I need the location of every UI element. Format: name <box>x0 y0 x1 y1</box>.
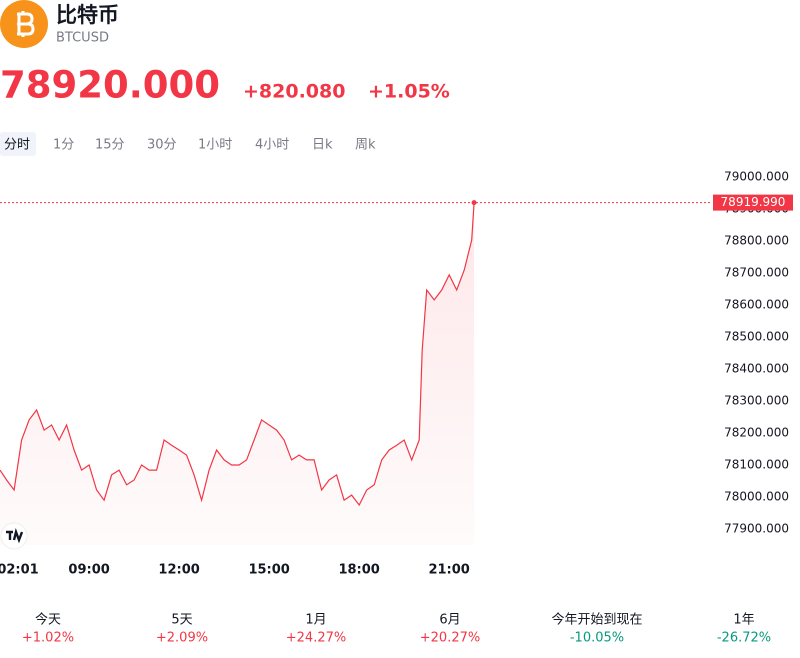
x-tick-label: 12:00 <box>158 563 199 578</box>
y-tick-label: 78700.000 <box>724 266 789 280</box>
y-tick-label: 78800.000 <box>724 234 789 248</box>
y-tick-label: 77900.000 <box>724 522 789 536</box>
period-label[interactable]: 今天 <box>35 612 61 628</box>
x-tick-label: 18:00 <box>338 563 379 578</box>
tab[interactable]: 1分 <box>53 138 74 153</box>
x-tick-label: 02:01 <box>0 563 39 578</box>
tab[interactable]: 日k <box>312 138 333 153</box>
period-value: +24.27% <box>286 631 346 646</box>
periods: 今天 +1.02% 5天 +2.09% 1月 +24.27% 6月 +20.27% 今年开始到现… <box>22 612 771 646</box>
tab[interactable]: 分时 <box>4 138 30 153</box>
y-tick-label: 79000.000 <box>724 170 789 184</box>
period-label[interactable]: 1年 <box>733 613 754 628</box>
price-label-bg <box>713 194 793 211</box>
tab[interactable]: 30分 <box>147 138 177 153</box>
y-tick-label: 78300.000 <box>724 394 789 408</box>
period-label[interactable]: 1月 <box>305 613 326 628</box>
tab-selected-bg <box>0 132 36 156</box>
period-value: -26.72% <box>717 631 771 646</box>
period-value: +20.27% <box>420 631 480 646</box>
tab[interactable]: 1小时 <box>198 138 232 153</box>
period-value: -10.05% <box>570 631 624 646</box>
tabs: 分时 1分 15分 30分 1小时 4小时 日k 周k <box>0 132 376 156</box>
line <box>0 202 475 507</box>
change-percent: +1.05% <box>368 81 450 103</box>
symbol: BTCUSD <box>56 31 109 46</box>
plot: 77900.000 78000.000 78100.000 78200.000 7830… <box>0 170 793 578</box>
period-value: +2.09% <box>156 631 208 646</box>
title: 比特币 <box>56 3 119 27</box>
tab[interactable]: 周k <box>355 138 376 153</box>
price-label: 78919.990 <box>721 195 786 209</box>
x-tick-label: 15:00 <box>248 563 289 578</box>
price: 78920.000 <box>0 64 220 107</box>
area <box>0 202 475 545</box>
x-tick-label: 21:00 <box>428 563 469 578</box>
tab[interactable]: 15分 <box>95 138 125 153</box>
y-tick-label: 78100.000 <box>724 458 789 472</box>
change: +820.080 <box>243 81 345 103</box>
coin-icon <box>0 0 48 48</box>
y-tick-label: 78600.000 <box>724 298 789 312</box>
y-tick-label: 78200.000 <box>724 426 789 440</box>
y-tick-label: 78000.000 <box>724 490 789 504</box>
x-tick-label: 09:00 <box>68 563 109 578</box>
y-tick-label: 78500.000 <box>724 330 789 344</box>
period-label[interactable]: 6月 <box>439 613 460 628</box>
period-label[interactable]: 5天 <box>171 613 192 628</box>
period-value: +1.02% <box>22 631 74 646</box>
logo <box>0 522 28 550</box>
y-tick-label: 78400.000 <box>724 362 789 376</box>
period-label[interactable]: 今年开始到现在 <box>551 612 642 628</box>
tab[interactable]: 4小时 <box>255 138 289 153</box>
last-point <box>471 200 477 206</box>
